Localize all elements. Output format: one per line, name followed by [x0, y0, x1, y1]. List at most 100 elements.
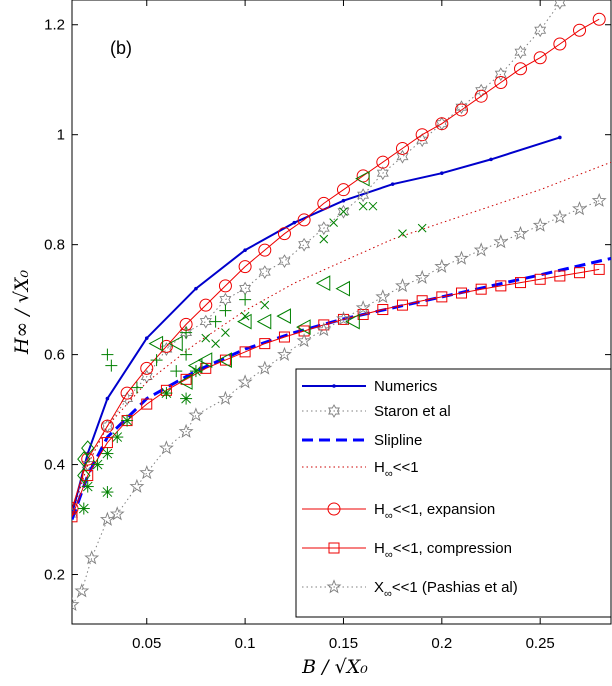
data-point-expansion — [454, 103, 468, 117]
data-point-pashias — [257, 360, 273, 375]
experiment-point-cross — [398, 229, 407, 239]
experiment-point-triangle-left — [237, 313, 252, 330]
data-point-pashias — [99, 511, 115, 526]
data-point-compression — [515, 277, 527, 289]
data-point-expansion — [336, 183, 350, 197]
data-point-compression — [574, 267, 586, 279]
data-point-pashias — [355, 300, 371, 315]
data-point-expansion — [415, 128, 429, 142]
y-tick-label: 0.8 — [44, 237, 65, 254]
data-point-pashias — [572, 201, 587, 216]
data-point-numerics — [105, 396, 110, 401]
data-point-compression — [219, 354, 231, 366]
data-point-staron — [298, 237, 311, 252]
experiment-point-cross — [211, 339, 220, 348]
data-point-compression — [318, 319, 330, 331]
experiment-point-cross — [329, 218, 338, 228]
experiment-point-asterisk — [111, 431, 124, 444]
experiment-point-plus — [130, 381, 143, 394]
asterisk-stroke — [82, 481, 93, 492]
data-point-expansion — [514, 62, 528, 76]
data-point-numerics — [440, 171, 444, 175]
y-tick-label: 0.2 — [44, 567, 65, 584]
experiment-point-asterisk — [121, 414, 134, 427]
experiment-point-plus — [180, 326, 193, 339]
experiment-point-plus — [219, 304, 232, 317]
data-point-staron — [396, 149, 409, 164]
experiment-point-triangle-left — [187, 357, 203, 374]
experiment-point-plus — [209, 315, 222, 328]
plot-frame — [71, 0, 612, 625]
data-point-compression — [593, 263, 605, 275]
experiments-layer — [77, 170, 427, 515]
data-point-expansion — [258, 243, 272, 257]
legend-label-small-h: H∞<<1 — [374, 459, 419, 480]
experiment-point-cross — [339, 207, 348, 217]
experiment-point-plus — [101, 348, 114, 361]
experiment-point-triangle-left — [276, 308, 291, 324]
data-point-pashias — [336, 311, 351, 326]
data-point-expansion — [395, 141, 409, 155]
experiment-point-plus — [150, 354, 163, 367]
data-point-staron — [317, 221, 330, 236]
data-point-compression — [141, 398, 153, 410]
data-point-compression — [495, 280, 507, 292]
data-point-staron — [514, 45, 527, 60]
experiment-point-plus — [170, 365, 183, 378]
data-point-expansion — [553, 37, 567, 51]
legend-box — [295, 368, 612, 618]
data-point-staron — [553, 0, 566, 10]
x-tick-label: 0.05 — [132, 635, 161, 652]
asterisk-stroke — [181, 393, 191, 404]
asterisk-stroke — [112, 432, 123, 442]
experiment-point-asterisk — [81, 480, 94, 493]
data-point-pashias — [493, 234, 509, 249]
legend-marker-expansion — [327, 502, 341, 516]
data-point-pashias — [188, 407, 204, 422]
experiment-point-triangle-left — [335, 280, 350, 297]
cross-stroke — [368, 201, 378, 211]
legend-marker-compression — [328, 542, 340, 554]
data-point-pashias — [395, 278, 410, 293]
data-point-compression — [396, 299, 408, 311]
data-point-staron — [455, 100, 468, 115]
legend-marker-numerics — [332, 384, 336, 388]
data-point-compression — [534, 273, 546, 285]
data-point-expansion — [120, 386, 134, 400]
data-point-compression — [377, 304, 389, 316]
asterisk-stroke — [78, 503, 89, 514]
legend-label-staron: Staron et al — [374, 403, 451, 420]
data-point-pashias — [454, 250, 469, 265]
data-point-pashias — [473, 242, 489, 257]
data-point-pashias — [74, 583, 90, 598]
y-tick-label: 1 — [57, 127, 65, 144]
experiment-point-cross — [260, 300, 270, 310]
series-line-pashias — [72, 200, 600, 606]
experiment-point-triangle-left — [296, 319, 311, 335]
data-point-staron — [494, 67, 507, 82]
data-point-expansion — [376, 155, 390, 169]
data-point-staron — [337, 204, 350, 219]
data-point-compression — [337, 313, 349, 325]
data-point-pashias — [296, 333, 312, 348]
data-point-compression — [416, 295, 428, 307]
data-point-pashias — [129, 478, 145, 493]
series-layer — [72, 0, 611, 612]
asterisk-stroke — [122, 415, 132, 426]
data-point-pashias — [178, 423, 194, 438]
data-point-compression — [278, 331, 290, 343]
data-point-expansion — [317, 196, 331, 210]
data-point-expansion — [277, 227, 291, 241]
data-point-expansion — [494, 75, 508, 89]
data-point-expansion — [238, 260, 252, 274]
panel-label: (b) — [110, 38, 132, 58]
data-point-staron — [199, 314, 212, 329]
experiment-point-diamond — [77, 451, 91, 467]
asterisk-stroke — [102, 448, 113, 459]
data-point-numerics — [243, 248, 247, 252]
experiment-point-triangle-left — [256, 313, 272, 330]
experiment-point-triangle-left — [197, 352, 213, 368]
experiment-point-cross — [201, 333, 211, 343]
data-point-pashias — [552, 209, 568, 224]
cross-stroke — [417, 223, 427, 233]
